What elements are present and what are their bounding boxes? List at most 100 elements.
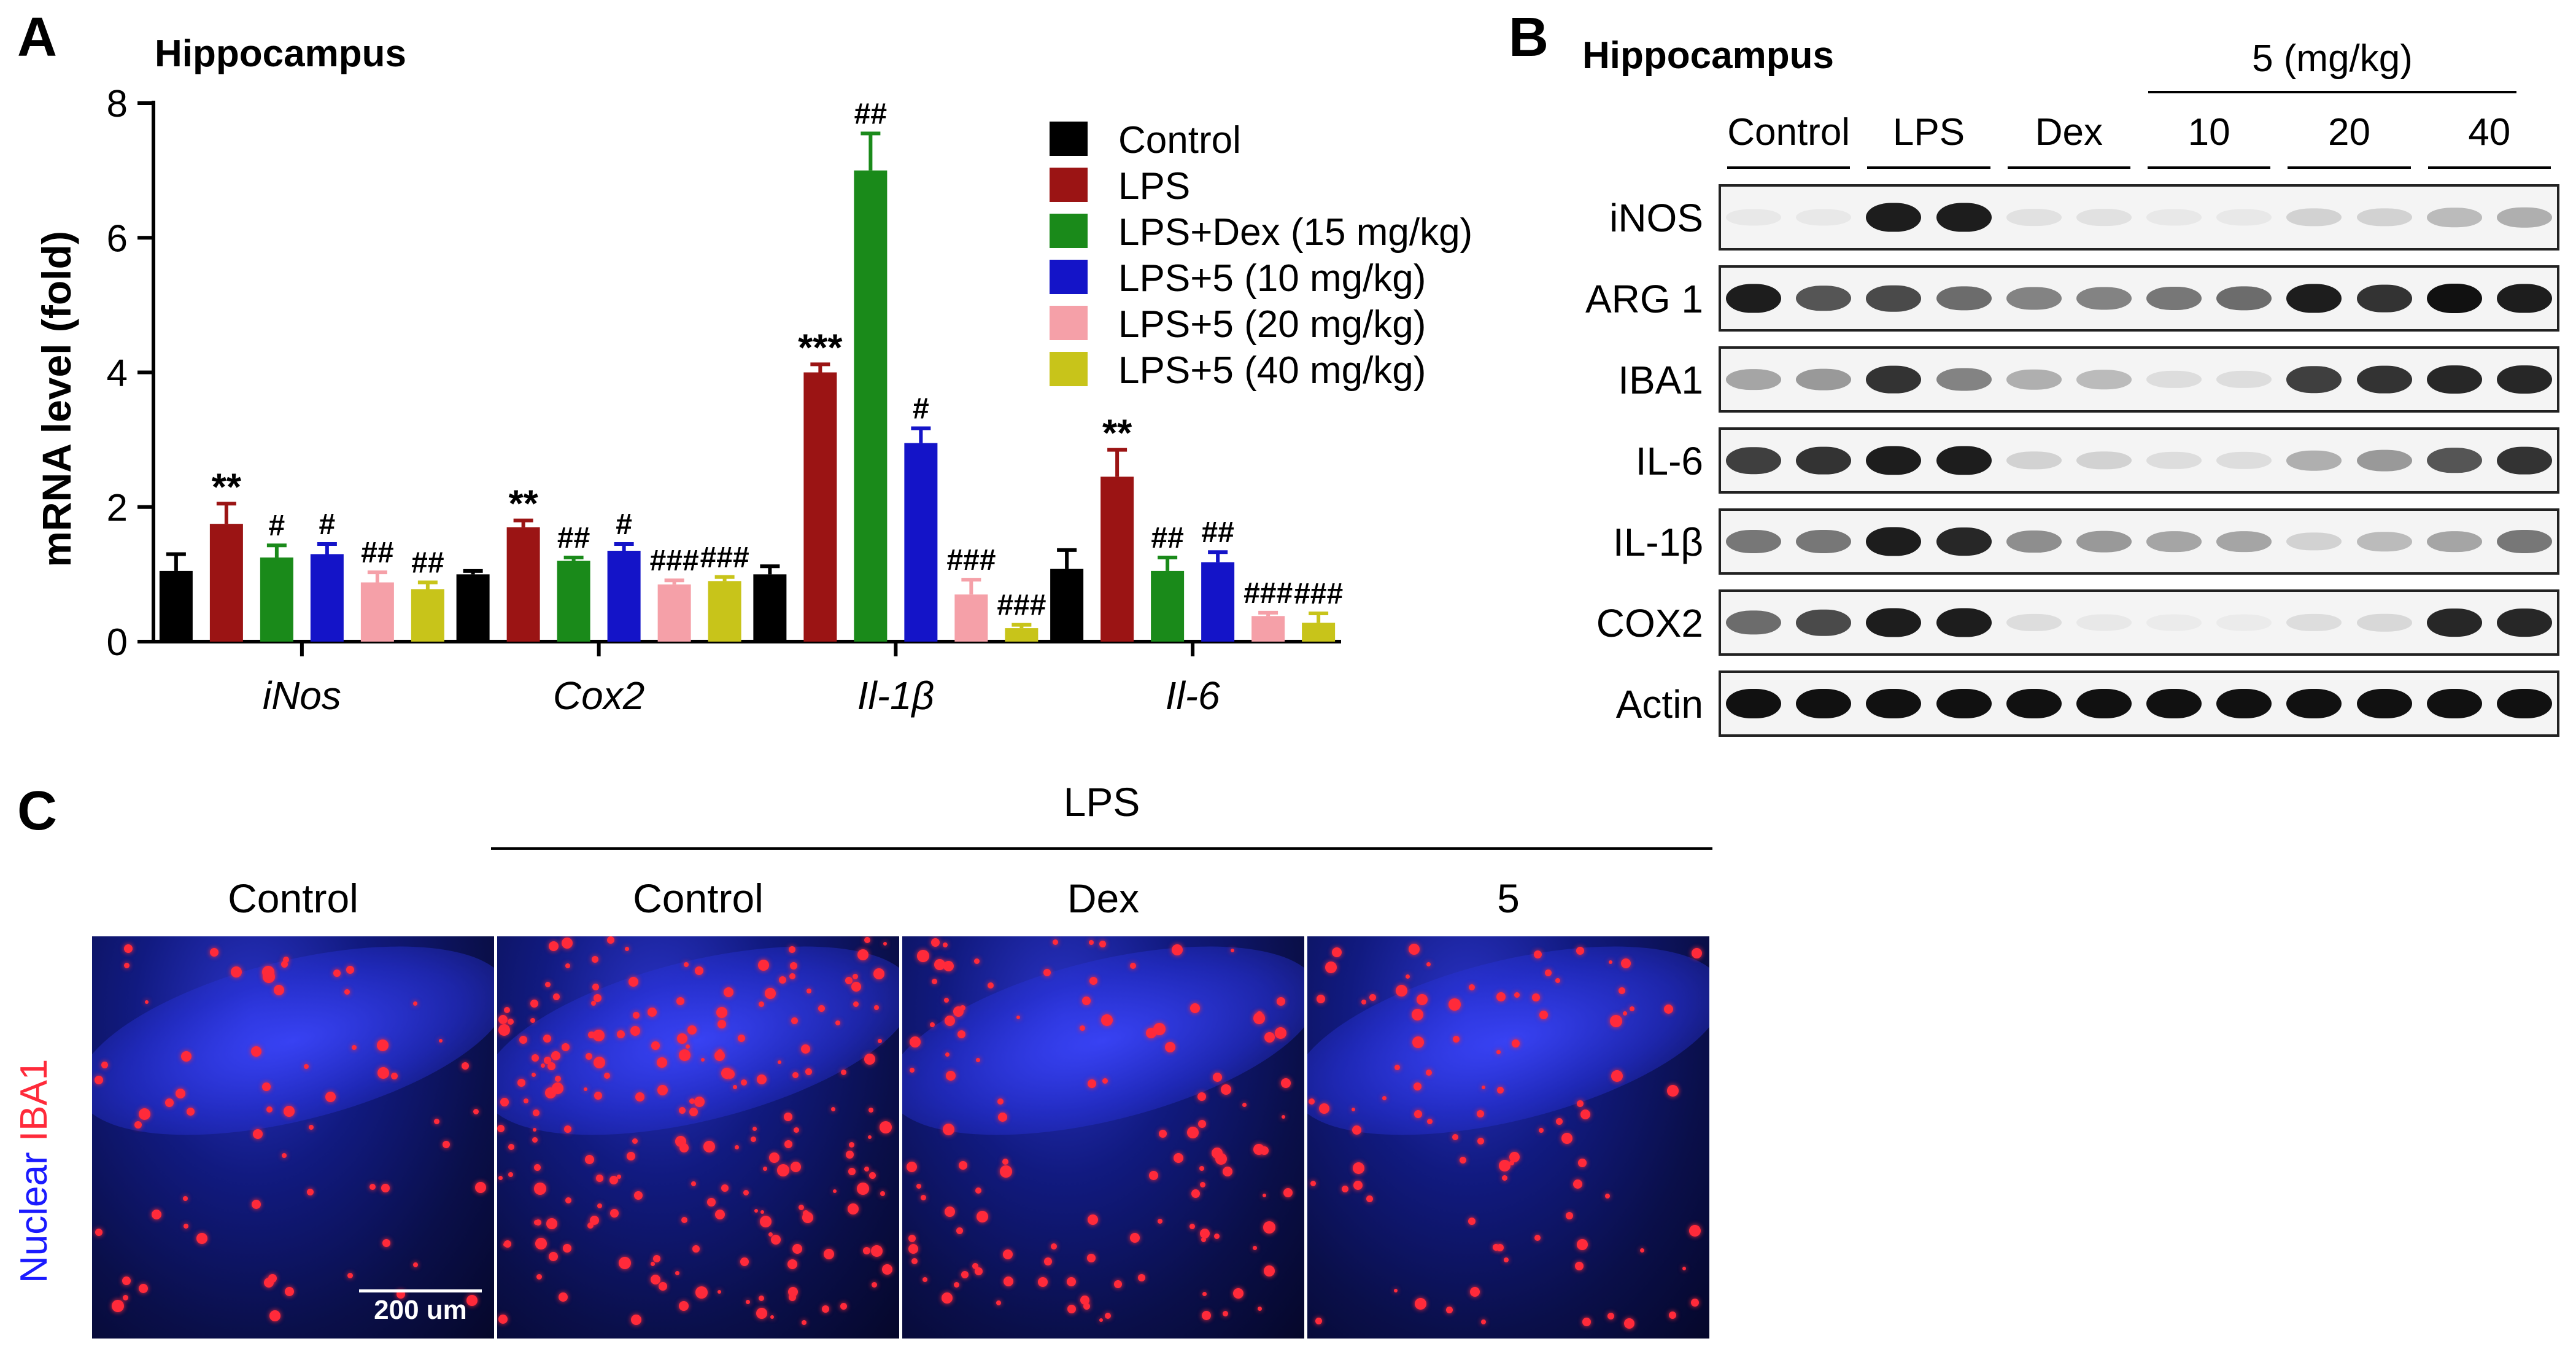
iba1-cell xyxy=(591,1001,596,1006)
iba1-cell xyxy=(564,1125,571,1133)
iba1-cell xyxy=(883,942,887,946)
iba1-cell xyxy=(760,1210,764,1214)
iba1-cell xyxy=(863,1247,870,1254)
iba1-cell xyxy=(1165,1042,1175,1052)
iba1-cell xyxy=(535,1238,547,1249)
blot-band xyxy=(2076,530,2132,553)
iba1-cell xyxy=(845,977,853,984)
bar xyxy=(1251,616,1285,642)
blot-row-label: IL-1β xyxy=(1612,520,1703,564)
iba1-cell xyxy=(1282,1115,1285,1119)
blot-group: 10 xyxy=(2148,111,2271,169)
iba1-cell xyxy=(592,984,599,990)
iba1-cell xyxy=(274,985,284,995)
iba1-cell xyxy=(181,1051,191,1062)
iba1-cell xyxy=(1317,995,1325,1003)
blot-row xyxy=(1719,589,2559,656)
iba1-cell xyxy=(124,963,130,968)
blot-band xyxy=(1866,608,1922,637)
bar xyxy=(557,561,590,642)
iba1-cell xyxy=(1197,1092,1206,1101)
blot-group-label: LPS xyxy=(1892,111,1965,153)
iba1-cell xyxy=(559,1292,568,1302)
blot-group-line xyxy=(1867,166,1990,169)
iba1-cell xyxy=(864,1054,875,1065)
iba1-cell xyxy=(934,959,945,970)
iba1-cell xyxy=(657,1085,668,1095)
iba1-cell xyxy=(784,1140,792,1148)
blot-band xyxy=(2146,531,2202,552)
micrograph-lps-5 xyxy=(1307,936,1709,1339)
iba1-cell xyxy=(818,1005,825,1012)
iba1-cell xyxy=(791,1017,798,1024)
iba1-cell xyxy=(1446,1307,1453,1313)
iba1-cell xyxy=(873,968,884,979)
iba1-cell xyxy=(1283,1188,1293,1197)
iba1-cell xyxy=(333,969,341,977)
iba1-cell xyxy=(1504,1257,1509,1262)
iba1-cell xyxy=(594,1057,605,1068)
blot-band xyxy=(2496,446,2552,475)
blot-group-labels: Control LPS Dex 10 20 40 xyxy=(1719,111,2559,184)
iba1-cell xyxy=(1409,944,1420,955)
blot-group-line xyxy=(2148,166,2271,169)
iba1-cell xyxy=(508,1144,514,1150)
iba1-cell xyxy=(1611,1070,1623,1082)
iba1-cell xyxy=(1189,1224,1195,1229)
iba1-cell xyxy=(864,937,870,943)
iba1-cell xyxy=(152,1210,161,1219)
blot-row xyxy=(1719,427,2559,494)
iba1-cell xyxy=(1578,1159,1587,1167)
iba1-cell xyxy=(1453,1036,1460,1043)
iba1-cell xyxy=(1038,1277,1048,1287)
blot-row xyxy=(1719,508,2559,575)
iba1-cell xyxy=(544,1057,551,1064)
bar xyxy=(159,570,193,642)
iba1-cell xyxy=(1669,1311,1676,1319)
iba1-cell xyxy=(689,1108,698,1116)
iba1-cell xyxy=(765,988,776,999)
iba1-cell xyxy=(692,1245,700,1253)
iba1-cell xyxy=(466,1295,478,1306)
blot-band xyxy=(1866,527,1922,556)
iba1-cell xyxy=(735,1145,739,1149)
iba1-cell xyxy=(770,1315,774,1319)
nuclear-layer xyxy=(92,936,494,1172)
blot-band xyxy=(2426,531,2482,552)
dose-header: 5 (mg/kg) xyxy=(2148,37,2516,80)
iba1-cell xyxy=(1426,962,1431,966)
iba1-cell xyxy=(1138,1274,1145,1281)
y-tick-label: 4 xyxy=(107,352,128,395)
significance-label: ** xyxy=(508,483,538,526)
iba1-cell xyxy=(1067,1305,1076,1313)
iba1-cell xyxy=(545,982,551,987)
iba1-cell xyxy=(1332,947,1342,957)
iba1-cell xyxy=(1275,1027,1286,1039)
iba1-cell xyxy=(1477,1110,1484,1117)
iba1-cell xyxy=(1477,1138,1484,1144)
iba1-cell xyxy=(1406,974,1410,979)
iba1-cell xyxy=(498,1315,508,1324)
iba1-cell xyxy=(769,1152,779,1163)
iba1-cell xyxy=(998,1113,1007,1122)
iba1-cell xyxy=(738,1035,745,1042)
blot-band xyxy=(2286,284,2342,313)
iba1-cell xyxy=(1256,1011,1263,1017)
iba1-cell xyxy=(1309,1098,1315,1105)
blot-band xyxy=(2006,530,2062,553)
iba1-cell xyxy=(630,1026,640,1036)
iba1-cell xyxy=(535,1219,541,1226)
blot-band xyxy=(1726,284,1781,313)
iba1-cell xyxy=(1624,1318,1634,1329)
bar xyxy=(753,574,787,642)
iba1-cell xyxy=(585,1155,594,1164)
iba1-cell xyxy=(196,1233,207,1244)
iba1-cell xyxy=(1352,1108,1355,1111)
iba1-cell xyxy=(997,1098,1004,1105)
iba1-cell xyxy=(822,1305,829,1313)
iba1-cell xyxy=(1242,1103,1247,1107)
iba1-cell xyxy=(413,1262,418,1267)
iba1-cell xyxy=(1412,1036,1424,1048)
significance-label: ### xyxy=(946,544,996,577)
blot-band xyxy=(2216,370,2272,389)
